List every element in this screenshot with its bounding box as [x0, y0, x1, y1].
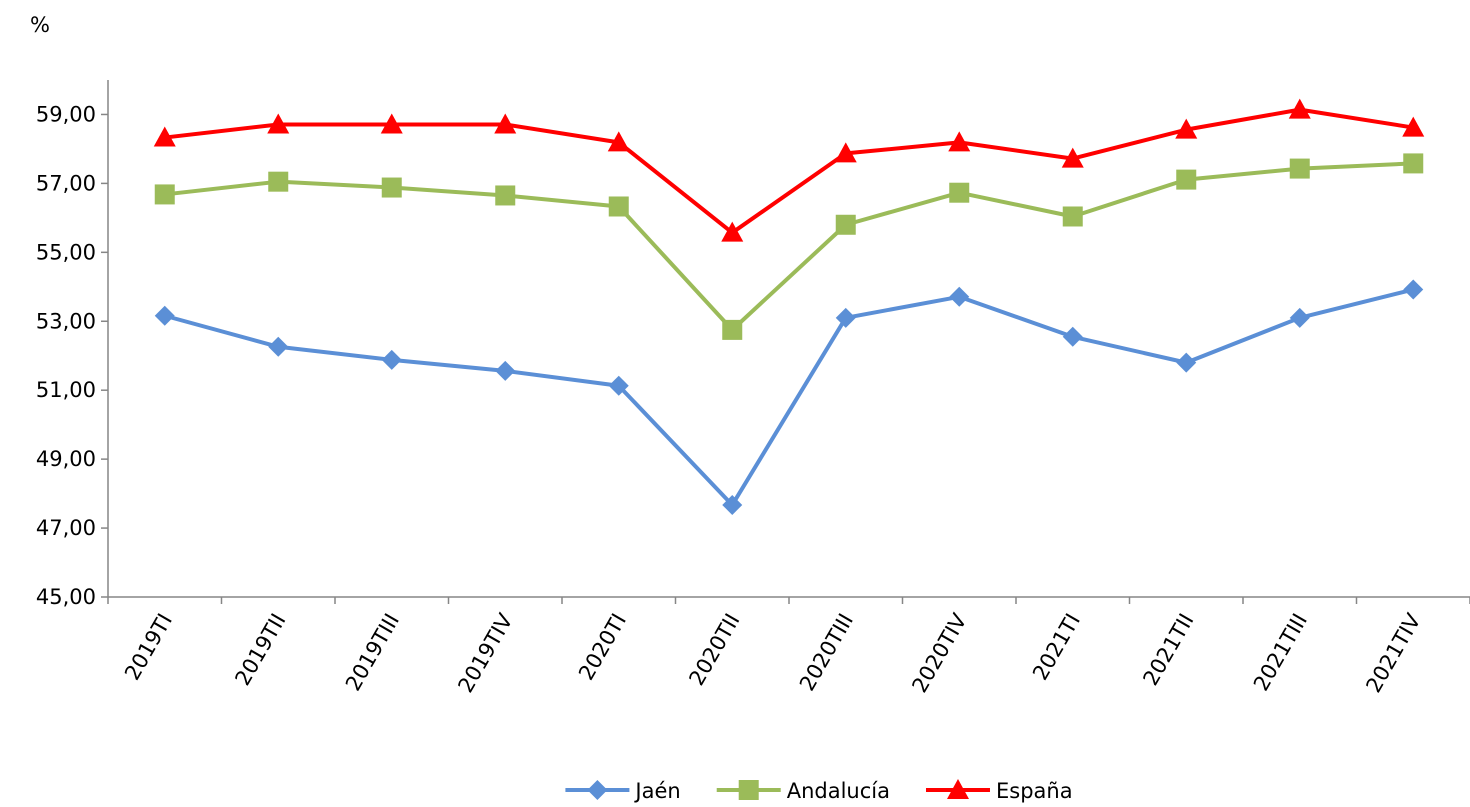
- marker: [722, 319, 743, 340]
- marker: [946, 779, 969, 799]
- y-tick-label: 55,00: [36, 240, 96, 264]
- marker: [949, 286, 970, 307]
- marker: [835, 307, 856, 328]
- marker: [495, 185, 516, 206]
- marker: [1176, 352, 1197, 373]
- marker: [949, 182, 970, 203]
- marker: [722, 494, 743, 515]
- marker: [948, 131, 971, 152]
- x-tick-label: 2021TII: [1138, 610, 1198, 690]
- marker: [1289, 307, 1310, 328]
- marker: [835, 214, 856, 235]
- marker: [1288, 98, 1311, 119]
- x-tick-label: 2019TI: [120, 610, 177, 685]
- marker: [380, 113, 403, 134]
- legend: Jaén Andalucía España: [565, 779, 1073, 803]
- marker: [1403, 279, 1424, 300]
- marker: [494, 113, 517, 134]
- x-tick-label: 2019TII: [230, 610, 290, 690]
- marker: [1176, 169, 1197, 190]
- x-tick-label: 2019TIV: [453, 609, 518, 697]
- series-line: [164, 161, 1414, 332]
- marker: [267, 113, 290, 134]
- x-tick-label: 2020TII: [684, 610, 744, 690]
- x-tick-label: 2020TI: [574, 610, 631, 685]
- x-tick-label: 2019TIII: [341, 610, 404, 695]
- marker: [268, 171, 289, 192]
- y-tick-label: 57,00: [36, 171, 96, 195]
- y-tick-label: 53,00: [36, 309, 96, 333]
- y-tick-label: 45,00: [36, 585, 96, 609]
- marker: [154, 305, 175, 326]
- series-line: [164, 287, 1414, 507]
- legend-label: Jaén: [633, 779, 680, 803]
- marker: [738, 780, 759, 800]
- y-tick-label: 47,00: [36, 516, 96, 540]
- marker: [1061, 147, 1084, 168]
- marker: [834, 142, 857, 163]
- marker: [721, 221, 744, 242]
- marker: [495, 360, 516, 381]
- marker: [1289, 158, 1310, 179]
- y-tick-label: 59,00: [36, 102, 96, 126]
- marker: [587, 780, 608, 800]
- marker: [608, 196, 629, 217]
- marker: [268, 336, 289, 357]
- marker: [381, 177, 402, 198]
- marker: [381, 349, 402, 370]
- y-tick-label: 51,00: [36, 378, 96, 402]
- x-tick-label: 2021TIII: [1249, 610, 1312, 695]
- marker: [1062, 206, 1083, 227]
- marker: [1402, 116, 1425, 137]
- marker: [153, 126, 176, 147]
- marker: [608, 375, 629, 396]
- marker: [1403, 153, 1424, 174]
- legend-label: España: [996, 779, 1073, 803]
- marker: [607, 131, 630, 152]
- y-axis-label: %: [30, 13, 50, 37]
- x-tick-label: 2021TIV: [1361, 609, 1426, 697]
- x-tick-label: 2020TIV: [907, 609, 972, 697]
- x-tick-label: 2021TI: [1028, 610, 1085, 685]
- y-tick-label: 49,00: [36, 447, 96, 471]
- x-tick-label: 2020TIII: [795, 610, 858, 695]
- marker: [1062, 326, 1083, 347]
- legend-label: Andalucía: [787, 779, 890, 803]
- marker: [1175, 118, 1198, 139]
- series-line: [164, 107, 1414, 235]
- marker: [154, 184, 175, 205]
